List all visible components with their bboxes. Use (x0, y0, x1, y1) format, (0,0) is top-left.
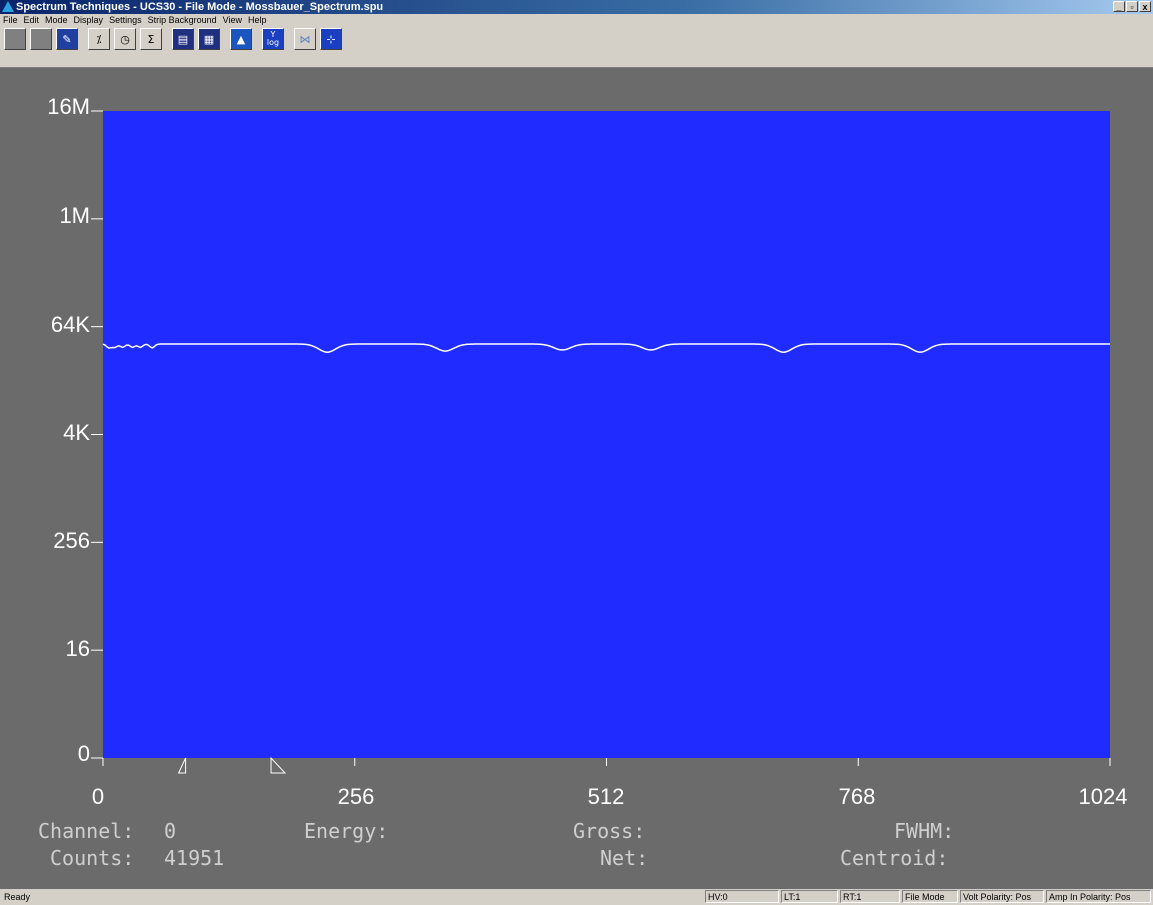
spectrum-plot[interactable] (0, 68, 1153, 889)
peak-icon[interactable]: ▲ (230, 28, 252, 50)
menu-display[interactable]: Display (73, 15, 104, 25)
sum-icon[interactable]: Σ (140, 28, 162, 50)
y-tick-label: 256 (53, 528, 90, 553)
counts-label: Counts: (50, 846, 135, 870)
y-tick-label: 1M (59, 203, 90, 228)
zoom-icon[interactable]: ⊹ (320, 28, 342, 50)
restore-button[interactable]: ▫ (1126, 1, 1138, 12)
y-tick-label: 0 (77, 741, 90, 766)
y-tick-label: 64K (50, 312, 90, 337)
region-marker-icon (270, 756, 287, 774)
y-tick-label: 16M (47, 94, 90, 119)
menu-bar: File Edit Mode Display Settings Strip Ba… (0, 14, 1153, 26)
table-icon[interactable]: ▦ (198, 28, 220, 50)
minimize-button[interactable]: _ (1113, 1, 1125, 12)
x-tick-label: 512 (587, 784, 625, 809)
app-logo-icon (2, 1, 14, 12)
plot-background (103, 111, 1110, 758)
log-scale-icon[interactable]: Y log (262, 28, 284, 50)
window-title: Spectrum Techniques - UCS30 - File Mode … (16, 1, 384, 13)
menu-edit[interactable]: Edit (23, 15, 40, 25)
gross-label: Gross: (573, 819, 646, 843)
status-amp-polarity: Amp In Polarity: Pos (1046, 890, 1151, 903)
toolbar: ✎ ⁒ ◷ Σ ▤ ▦ ▲ Y log ⋈ ⊹ (0, 26, 1153, 68)
title-bar: Spectrum Techniques - UCS30 - File Mode … (0, 0, 1153, 14)
channel-label: Channel: (38, 819, 135, 843)
close-button[interactable]: x (1139, 1, 1151, 12)
x-tick-label: 256 (337, 784, 375, 809)
y-tick-label: 4K (63, 420, 90, 445)
calibrate-icon[interactable]: ⁒ (88, 28, 110, 50)
menu-help[interactable]: Help (248, 15, 267, 25)
status-lt: LT:1 (781, 890, 838, 903)
spectrum-trace (102, 343, 1110, 353)
net-label: Net: (600, 846, 649, 870)
menu-view[interactable]: View (222, 15, 242, 25)
status-bar: Ready HV:0 LT:1 RT:1 File Mode Volt Pola… (0, 889, 1153, 905)
x-tick-label: 0 (91, 784, 105, 809)
report-icon[interactable]: ▤ (172, 28, 194, 50)
x-tick-label: 768 (838, 784, 876, 809)
counts-value: 41951 (164, 846, 225, 870)
stop-acquire-button[interactable] (30, 28, 52, 50)
menu-strip-background[interactable]: Strip Background (147, 15, 217, 25)
y-tick-label: 16 (65, 636, 90, 661)
channel-value: 0 (164, 819, 177, 843)
menu-file[interactable]: File (3, 15, 18, 25)
centroid-label: Centroid: (840, 846, 949, 870)
status-mode: File Mode (902, 890, 958, 903)
status-ready: Ready (4, 892, 31, 902)
erase-icon[interactable]: ✎ (56, 28, 78, 50)
status-volt-polarity: Volt Polarity: Pos (960, 890, 1044, 903)
fwhm-label: FWHM: (894, 819, 955, 843)
menu-mode[interactable]: Mode (45, 15, 68, 25)
status-rt: RT:1 (840, 890, 900, 903)
region-marker-icon (177, 757, 187, 774)
x-tick-label: 1024 (1078, 784, 1128, 809)
status-hv: HV:0 (705, 890, 779, 903)
timer-icon[interactable]: ◷ (114, 28, 136, 50)
expand-icon[interactable]: ⋈ (294, 28, 316, 50)
menu-settings[interactable]: Settings (109, 15, 142, 25)
start-acquire-button[interactable] (4, 28, 26, 50)
energy-label: Energy: (304, 819, 389, 843)
